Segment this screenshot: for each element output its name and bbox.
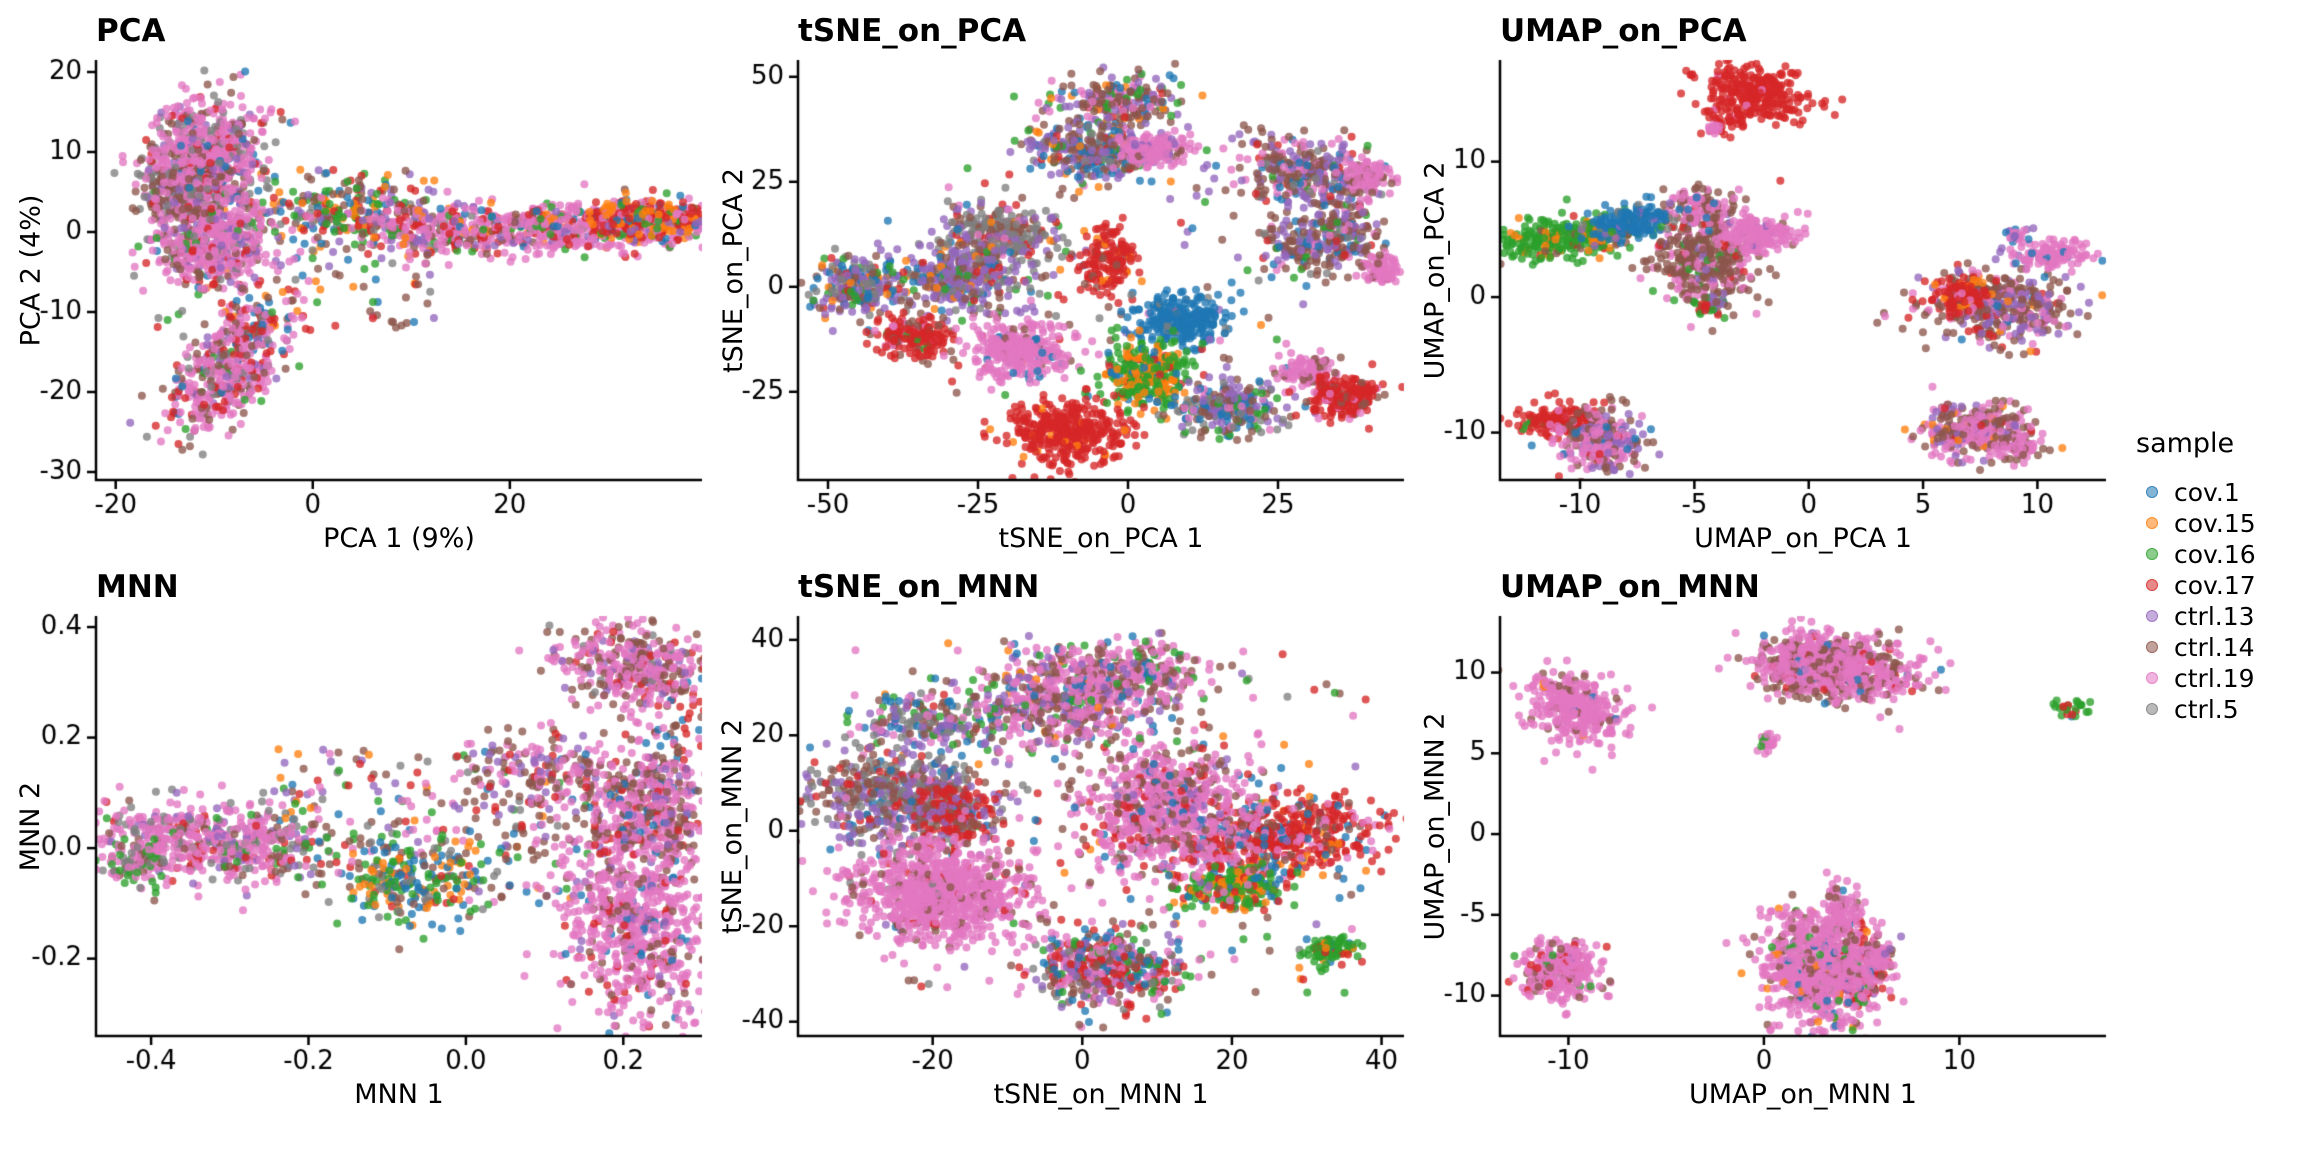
pca-scatter-canvas	[8, 54, 708, 524]
legend-dot-icon	[2146, 610, 2158, 622]
panel-title: tSNE_on_MNN	[798, 569, 1040, 605]
legend-item-cov-16: cov.16	[2130, 539, 2300, 570]
umap-on-mnn-plot: UMAP_on_MNN 2	[1412, 610, 2112, 1080]
legend-dot-icon	[2146, 703, 2158, 715]
legend-label: cov.16	[2174, 539, 2256, 569]
mnn-plot: MNN 2	[8, 610, 708, 1080]
panel-tsne-on-pca: tSNE_on_PCA tSNE_on_PCA 2 tSNE_on_PCA 1	[710, 10, 1412, 558]
panel-mnn: MNN MNN 2 MNN 1	[8, 566, 710, 1114]
panel-title: UMAP_on_MNN	[1500, 569, 1760, 605]
x-axis-label: UMAP_on_PCA 1	[1694, 523, 1912, 554]
legend-item-ctrl-5: ctrl.5	[2130, 694, 2300, 725]
panel-title: tSNE_on_PCA	[798, 13, 1027, 49]
legend-item-cov-1: cov.1	[2130, 477, 2300, 508]
x-axis-label: UMAP_on_MNN 1	[1689, 1079, 1917, 1110]
panel-title: PCA	[96, 13, 166, 49]
legend-items: cov.1 cov.15 cov.16 cov.17 ctrl.13 ctrl.14 ctr…	[2130, 477, 2300, 725]
legend-label: cov.15	[2174, 508, 2256, 538]
legend-dot-icon	[2146, 486, 2158, 498]
legend-dot-icon	[2146, 517, 2158, 529]
legend: sample cov.1 cov.15 cov.16 cov.17 ctrl.13 ctr…	[2130, 0, 2300, 1152]
x-axis-label: tSNE_on_MNN 1	[993, 1079, 1209, 1110]
legend-dot-icon	[2146, 672, 2158, 684]
legend-label: ctrl.13	[2174, 601, 2255, 631]
legend-dot-icon	[2146, 579, 2158, 591]
panel-title: MNN	[96, 569, 179, 605]
legend-label: ctrl.5	[2174, 694, 2239, 724]
umap-on-mnn-scatter-canvas	[1412, 610, 2112, 1080]
tsne-on-mnn-plot: tSNE_on_MNN 2	[710, 610, 1410, 1080]
legend-item-ctrl-14: ctrl.14	[2130, 632, 2300, 663]
tsne-on-pca-plot: tSNE_on_PCA 2	[710, 54, 1410, 524]
legend-title: sample	[2136, 427, 2235, 459]
legend-label: ctrl.19	[2174, 663, 2255, 693]
legend-label: cov.17	[2174, 570, 2256, 600]
panel-umap-on-mnn: UMAP_on_MNN UMAP_on_MNN 2 UMAP_on_MNN 1	[1412, 566, 2114, 1114]
x-axis-label: tSNE_on_PCA 1	[998, 523, 1204, 554]
legend-label: ctrl.14	[2174, 632, 2255, 662]
legend-item-ctrl-13: ctrl.13	[2130, 601, 2300, 632]
x-axis-label: MNN 1	[354, 1079, 444, 1110]
panel-title: UMAP_on_PCA	[1500, 13, 1747, 49]
panel-umap-on-pca: UMAP_on_PCA UMAP_on_PCA 2 UMAP_on_PCA 1	[1412, 10, 2114, 558]
legend-dot-icon	[2146, 548, 2158, 560]
tsne-on-pca-scatter-canvas	[710, 54, 1410, 524]
umap-on-pca-plot: UMAP_on_PCA 2	[1412, 54, 2112, 524]
panel-tsne-on-mnn: tSNE_on_MNN tSNE_on_MNN 2 tSNE_on_MNN 1	[710, 566, 1412, 1114]
legend-dot-icon	[2146, 641, 2158, 653]
umap-on-pca-scatter-canvas	[1412, 54, 2112, 524]
legend-item-cov-17: cov.17	[2130, 570, 2300, 601]
x-axis-label: PCA 1 (9%)	[323, 523, 475, 554]
legend-item-cov-15: cov.15	[2130, 508, 2300, 539]
mnn-scatter-canvas	[8, 610, 708, 1080]
plot-grid: PCA PCA 2 (4%) PCA 1 (9%) tSNE_on_PCA tS…	[8, 10, 2114, 1114]
pca-plot: PCA 2 (4%)	[8, 54, 708, 524]
tsne-on-mnn-scatter-canvas	[710, 610, 1410, 1080]
legend-label: cov.1	[2174, 477, 2240, 507]
panel-pca: PCA PCA 2 (4%) PCA 1 (9%)	[8, 10, 710, 558]
legend-item-ctrl-19: ctrl.19	[2130, 663, 2300, 694]
